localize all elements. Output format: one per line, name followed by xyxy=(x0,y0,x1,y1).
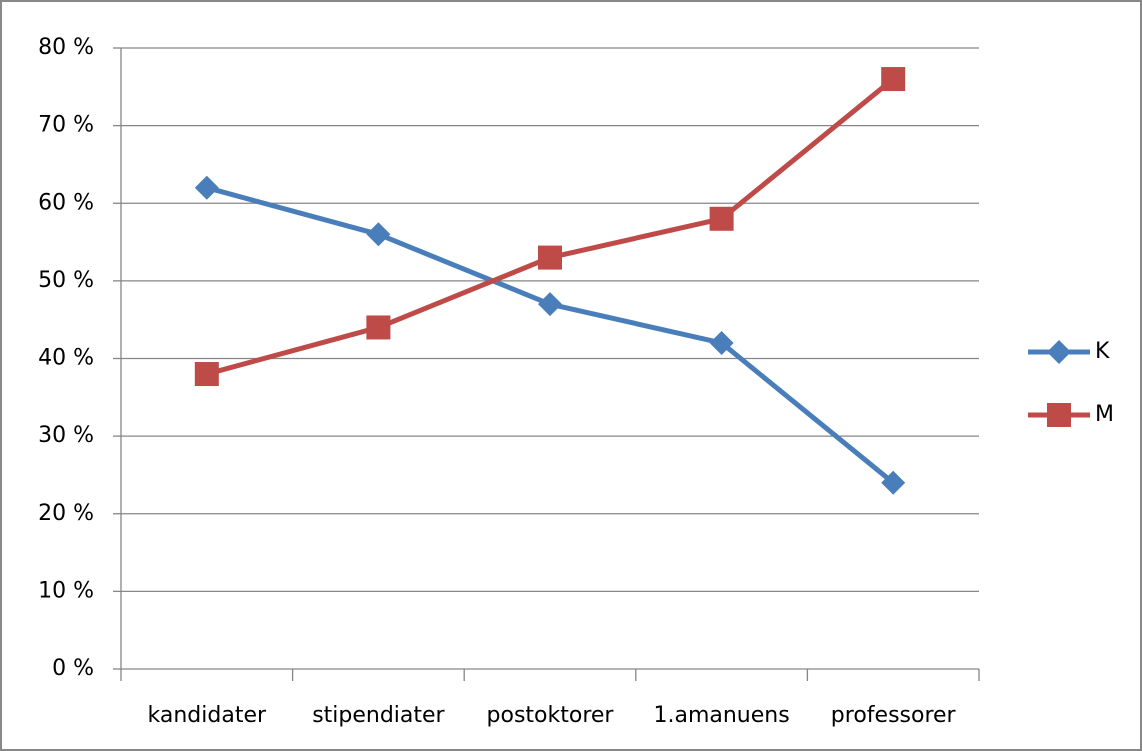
x-tick-label: 1.amanuens xyxy=(653,703,789,728)
y-tick-label: 40 % xyxy=(38,346,94,371)
x-tick-label: stipendiater xyxy=(312,703,445,728)
legend-label: K xyxy=(1095,339,1110,364)
point-marker xyxy=(538,245,562,270)
point-marker xyxy=(1047,340,1071,364)
x-tick-label: professorer xyxy=(831,703,957,728)
point-marker xyxy=(709,330,734,355)
x-tick-label: kandidater xyxy=(148,703,267,728)
point-marker xyxy=(881,67,906,92)
point-marker xyxy=(1047,403,1071,427)
point-marker xyxy=(366,222,391,247)
point-marker xyxy=(366,315,391,340)
y-tick-label: 10 % xyxy=(38,578,94,603)
point-marker xyxy=(709,206,734,231)
y-tick-label: 30 % xyxy=(38,423,94,448)
point-marker xyxy=(194,175,219,200)
y-tick-label: 50 % xyxy=(38,268,94,293)
point-marker xyxy=(881,470,906,495)
y-tick-label: 60 % xyxy=(38,190,94,215)
y-tick-label: 70 % xyxy=(38,113,94,138)
y-tick-label: 0 % xyxy=(52,656,94,681)
x-tick-label: postoktorer xyxy=(487,703,615,728)
point-marker xyxy=(538,292,562,317)
y-tick-label: 80 % xyxy=(38,35,94,60)
legend-label: M xyxy=(1095,402,1114,427)
y-tick-label: 20 % xyxy=(38,501,94,526)
point-marker xyxy=(194,362,219,387)
